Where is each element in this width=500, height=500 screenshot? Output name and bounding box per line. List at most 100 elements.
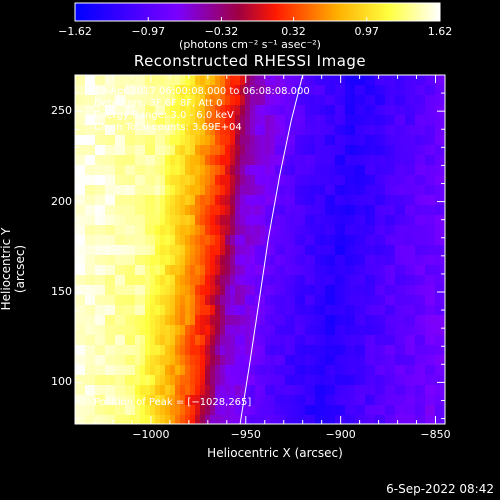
heatmap-cell xyxy=(235,190,241,196)
heatmap-cell xyxy=(130,165,136,171)
heatmap-cell xyxy=(390,400,396,406)
heatmap-cell xyxy=(135,405,141,411)
heatmap-cell xyxy=(150,145,156,151)
heatmap-cell xyxy=(235,410,241,416)
heatmap-cell xyxy=(120,240,126,246)
heatmap-cell xyxy=(275,345,281,351)
heatmap-cell xyxy=(170,390,176,396)
heatmap-cell xyxy=(340,295,346,301)
heatmap-cell xyxy=(195,375,201,381)
heatmap-cell xyxy=(325,135,331,141)
heatmap-cell xyxy=(375,365,381,371)
heatmap-cell xyxy=(330,355,336,361)
heatmap-cell xyxy=(240,250,246,256)
heatmap-cell xyxy=(115,360,121,366)
heatmap-cell xyxy=(90,285,96,291)
heatmap-cell xyxy=(185,225,191,231)
heatmap-cell xyxy=(380,90,386,96)
heatmap-cell xyxy=(255,240,261,246)
heatmap-cell xyxy=(360,375,366,381)
heatmap-cell xyxy=(120,260,126,266)
heatmap-cell xyxy=(315,270,321,276)
heatmap-cell xyxy=(300,380,306,386)
heatmap-cell xyxy=(250,95,256,101)
heatmap-cell xyxy=(230,405,236,411)
heatmap-cell xyxy=(290,140,296,146)
heatmap-cell xyxy=(360,240,366,246)
heatmap-cell xyxy=(145,380,151,386)
heatmap-cell xyxy=(310,210,316,216)
heatmap-cell xyxy=(155,250,161,256)
heatmap-cell xyxy=(200,230,206,236)
heatmap-cell xyxy=(300,145,306,151)
heatmap-cell xyxy=(200,95,206,101)
heatmap-cell xyxy=(90,280,96,286)
heatmap-cell xyxy=(225,295,231,301)
heatmap-cell xyxy=(95,110,101,116)
heatmap-cell xyxy=(340,265,346,271)
heatmap-cell xyxy=(85,330,91,336)
heatmap-cell xyxy=(340,175,346,181)
heatmap-cell xyxy=(230,135,236,141)
heatmap-cell xyxy=(405,385,411,391)
heatmap-cell xyxy=(135,360,141,366)
heatmap-cell xyxy=(380,200,386,206)
heatmap-cell xyxy=(415,180,421,186)
heatmap-cell xyxy=(135,125,141,131)
heatmap-cell xyxy=(365,220,371,226)
heatmap-cell xyxy=(365,250,371,256)
heatmap-cell xyxy=(260,185,266,191)
heatmap-cell xyxy=(205,140,211,146)
heatmap-cell xyxy=(300,230,306,236)
heatmap-cell xyxy=(305,225,311,231)
heatmap-cell xyxy=(365,175,371,181)
heatmap-cell xyxy=(150,75,156,81)
heatmap-cell xyxy=(330,185,336,191)
heatmap-cell xyxy=(175,130,181,136)
heatmap-cell xyxy=(235,270,241,276)
heatmap-cell xyxy=(120,245,126,251)
heatmap-cell xyxy=(325,240,331,246)
heatmap-cell xyxy=(135,80,141,86)
heatmap-cell xyxy=(105,355,111,361)
heatmap-cell xyxy=(85,275,91,281)
heatmap-cell xyxy=(180,160,186,166)
heatmap-cell xyxy=(75,120,81,126)
heatmap-cell xyxy=(125,370,131,376)
heatmap-cell xyxy=(135,310,141,316)
heatmap-cell xyxy=(310,325,316,331)
heatmap-cell xyxy=(350,405,356,411)
heatmap-cell xyxy=(380,225,386,231)
heatmap-cell xyxy=(200,305,206,311)
heatmap-cell xyxy=(350,100,356,106)
heatmap-cell xyxy=(345,365,351,371)
heatmap-cell xyxy=(130,150,136,156)
heatmap-cell xyxy=(135,320,141,326)
heatmap-cell xyxy=(285,270,291,276)
heatmap-cell xyxy=(330,285,336,291)
heatmap-cell xyxy=(340,345,346,351)
heatmap-cell xyxy=(300,80,306,86)
heatmap-cell xyxy=(360,295,366,301)
heatmap-cell xyxy=(405,120,411,126)
heatmap-cell xyxy=(410,285,416,291)
heatmap-cell xyxy=(405,340,411,346)
heatmap-cell xyxy=(370,350,376,356)
heatmap-cell xyxy=(90,185,96,191)
heatmap-cell xyxy=(145,165,151,171)
heatmap-cell xyxy=(110,280,116,286)
heatmap-cell xyxy=(265,270,271,276)
heatmap-cell xyxy=(115,150,121,156)
heatmap-cell xyxy=(220,330,226,336)
heatmap-cell xyxy=(80,390,86,396)
heatmap-cell xyxy=(430,85,436,91)
heatmap-cell xyxy=(205,85,211,91)
heatmap-cell xyxy=(320,320,326,326)
heatmap-cell xyxy=(270,385,276,391)
heatmap-cell xyxy=(320,280,326,286)
heatmap-cell xyxy=(360,320,366,326)
heatmap-cell xyxy=(240,110,246,116)
heatmap-cell xyxy=(325,320,331,326)
heatmap-cell xyxy=(135,340,141,346)
heatmap-cell xyxy=(350,380,356,386)
